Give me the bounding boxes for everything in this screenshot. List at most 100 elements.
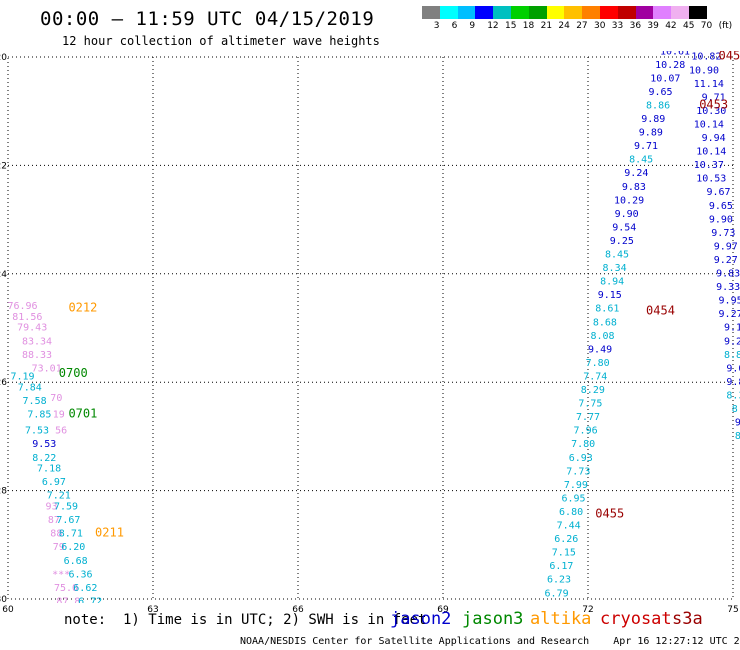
- wave-height-value: 7.75: [578, 399, 602, 410]
- wave-height-value: 8.22: [32, 453, 56, 464]
- wave-height-value: 8: [735, 431, 740, 442]
- wave-height-value: 6.17: [549, 561, 573, 572]
- legend-label: 36: [629, 21, 642, 31]
- satellite-jason2: jason2: [390, 609, 452, 629]
- wave-height-value: 6.36: [68, 569, 92, 580]
- wave-height-value: 9.73: [711, 228, 735, 239]
- legend-label: 18: [522, 21, 535, 31]
- wave-height-value: 9.97: [714, 241, 738, 252]
- page-subtitle: 12 hour collection of altimeter wave hei…: [62, 34, 380, 48]
- wave-height-value: 88.33: [22, 350, 52, 361]
- wave-height-value: 9.71: [634, 141, 658, 152]
- time-label: 0453: [699, 97, 728, 111]
- wave-height-value: 7.58: [23, 396, 47, 407]
- legend-label: 39: [647, 21, 659, 31]
- wave-height-value: 6.20: [61, 542, 85, 553]
- wave-height-value: 7.15: [552, 548, 576, 559]
- wave-height-value: 6.80: [559, 507, 583, 518]
- time-label: 0212: [68, 301, 97, 315]
- time-label: 0211: [95, 526, 124, 540]
- wave-height-value: 8.29: [581, 385, 605, 396]
- wave-height-value: 87: [48, 515, 60, 526]
- legend-swatch: [635, 6, 654, 19]
- wave-height-value: 10.14: [694, 119, 724, 130]
- wave-height-value: 9.94: [702, 133, 726, 144]
- legend-swatch: [422, 6, 440, 19]
- legend-swatch: [457, 6, 476, 19]
- y-tick-label: -20: [0, 53, 7, 63]
- legend-swatch: [564, 6, 583, 19]
- wave-height-value: 9.89: [639, 128, 663, 139]
- wave-height-value: 7.96: [574, 426, 598, 437]
- legend-label: 15: [505, 21, 517, 31]
- page-title: 00:00 – 11:59 UTC 04/15/2019: [40, 8, 375, 30]
- legend-swatch: [528, 6, 547, 19]
- wave-height-value: 10.29: [614, 195, 644, 206]
- y-tick-label: -26: [0, 378, 7, 388]
- wave-height-value: 10.53: [696, 174, 726, 185]
- satellite-altika: altika: [530, 609, 592, 629]
- y-tick-label: -30: [0, 595, 7, 605]
- wave-height-value: 10.07: [650, 73, 680, 84]
- wave-height-value: 56: [55, 426, 67, 437]
- time-label: 0700: [59, 366, 88, 380]
- legend-label: 9: [469, 21, 476, 31]
- footer-note: note: 1) Time is in UTC; 2) SWH is in fe…: [64, 612, 427, 628]
- wave-height-value: 8.45: [605, 250, 629, 261]
- wave-height-value: 7.80: [571, 439, 595, 450]
- wave-height-value: 83.34: [22, 336, 52, 347]
- wave-height-value: ***: [52, 569, 70, 580]
- time-label: 0701: [68, 406, 97, 420]
- wave-height-value: 6.93: [569, 453, 593, 464]
- wave-height-value: 8.94: [600, 277, 624, 288]
- wave-height-value: 8.8: [724, 350, 740, 361]
- wave-height-value: 9.65: [709, 201, 733, 212]
- wave-height-value: 9.65: [648, 87, 672, 98]
- wave-height-value: 93: [45, 502, 57, 513]
- wave-height-value: 9.27: [714, 255, 738, 266]
- legend-swatch: [671, 6, 689, 19]
- wave-height-value: 9.0: [726, 363, 740, 374]
- legend-swatch: [653, 6, 672, 19]
- wave-height-value: 10.28: [655, 60, 685, 71]
- x-tick-label: 66: [292, 605, 304, 615]
- wave-height-value: 10.90: [689, 65, 719, 76]
- wave-height-value: 7.85: [27, 409, 51, 420]
- wave-height-value: 7.99: [564, 480, 588, 491]
- legend-swatch: [439, 6, 458, 19]
- wave-height-value: 81.56: [12, 312, 42, 323]
- legend-swatch: [475, 6, 494, 19]
- wave-height-value: 11.14: [694, 79, 724, 90]
- wave-height-value: 9.53: [32, 439, 56, 450]
- wave-height-value: 7.78: [542, 602, 566, 613]
- wave-height-value: 10.37: [694, 160, 724, 171]
- legend-label: 12: [487, 21, 499, 31]
- x-tick-label: 69: [437, 605, 449, 615]
- legend-label: 45: [683, 21, 695, 31]
- wave-height-value: 9.2: [724, 336, 740, 347]
- wave-height-value: 8.86: [646, 100, 670, 111]
- wave-height-value: 9.15: [598, 290, 622, 301]
- legend-label: 21: [540, 21, 553, 31]
- wave-height-value: 9: [735, 418, 740, 429]
- wave-height-value: 6.68: [64, 556, 88, 567]
- wave-height-value: 7.74: [583, 371, 607, 382]
- wave-height-value: 7.59: [54, 502, 78, 513]
- legend-label: 30: [594, 21, 606, 31]
- time-label: 0452: [719, 49, 740, 63]
- legend-swatch: [511, 6, 529, 19]
- wave-height-value: 9.83: [716, 269, 740, 280]
- wave-height-value: 8.34: [603, 263, 627, 274]
- wave-height-value: 6.23: [547, 575, 571, 586]
- wave-height-value: 9.27: [719, 309, 740, 320]
- wave-height-value: 9.90: [709, 214, 733, 225]
- legend-swatch: [493, 6, 511, 19]
- wave-height-value: 9.33: [716, 282, 740, 293]
- wave-height-value: 8.: [732, 404, 740, 415]
- wave-height-value: 7.21: [47, 491, 71, 502]
- legend-label: 3: [433, 21, 440, 31]
- wave-height-value: 8.71: [59, 529, 83, 540]
- wave-height-value: 7.73: [566, 466, 590, 477]
- x-tick-label: 60: [2, 605, 14, 615]
- wave-height-value: 7.19: [10, 371, 34, 382]
